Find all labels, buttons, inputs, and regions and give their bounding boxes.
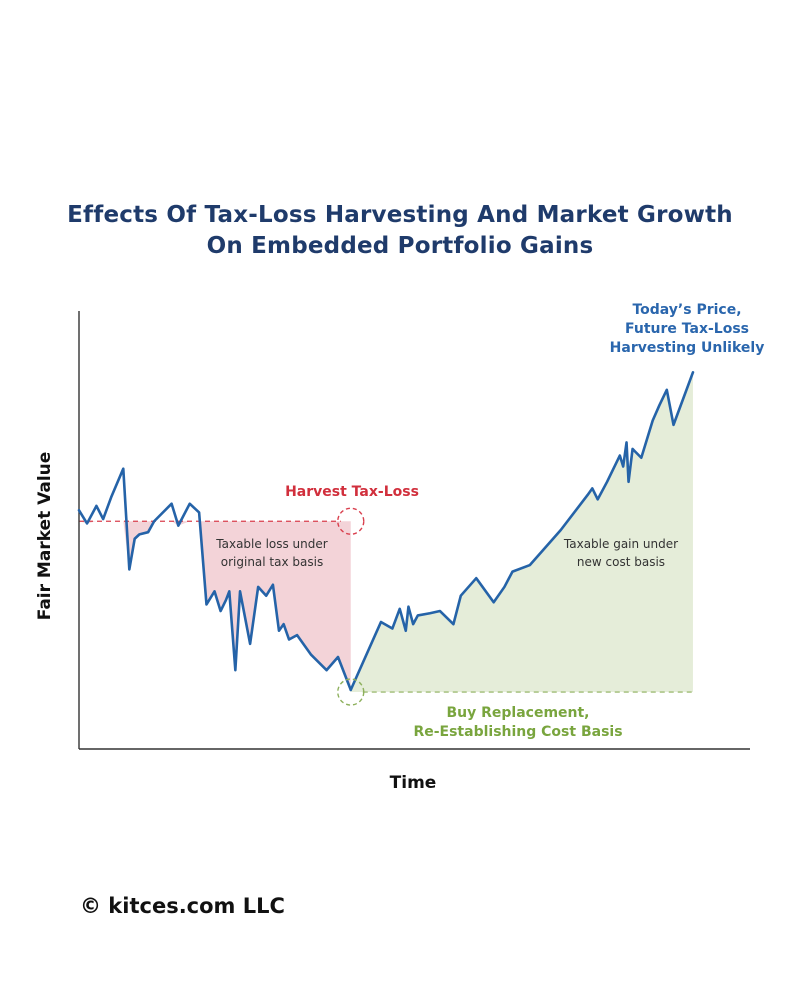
chart-guides [79,520,693,693]
buy-annotation-line-1: Buy Replacement, [446,705,589,721]
chart-title-line-2: On Embedded Portfolio Gains [206,233,594,259]
y-axis-label: Fair Market Value [35,452,55,621]
loss-region-label-line-2: original tax basis [221,555,323,569]
loss-region [79,521,351,690]
chart-lines [77,371,695,692]
chart-axes [78,311,750,750]
chart-markers [337,507,365,706]
today-annotation-line-1: Today’s Price, [632,302,741,318]
harvest-marker [337,507,365,535]
chart-fills [79,372,693,693]
loss-region-label-line-1: Taxable loss under [215,537,328,551]
today-annotation-line-2: Future Tax-Loss [625,321,749,337]
x-axis-label: Time [390,773,437,793]
buy-annotation-line-2: Re-Establishing Cost Basis [413,724,622,740]
chart-title-line-1: Effects Of Tax-Loss Harvesting And Marke… [67,202,733,228]
buy-marker [337,678,365,706]
price-series-1 [77,467,353,692]
price-series-2 [349,371,695,692]
gain-region-label-line-2: new cost basis [577,555,665,569]
gain-region-label-line-1: Taxable gain under [563,537,678,551]
copyright-notice: © kitces.com LLC [80,894,285,918]
gain-region [350,372,693,693]
today-annotation-line-3: Harvesting Unlikely [610,340,765,356]
harvest-annotation: Harvest Tax-Loss [285,484,419,500]
